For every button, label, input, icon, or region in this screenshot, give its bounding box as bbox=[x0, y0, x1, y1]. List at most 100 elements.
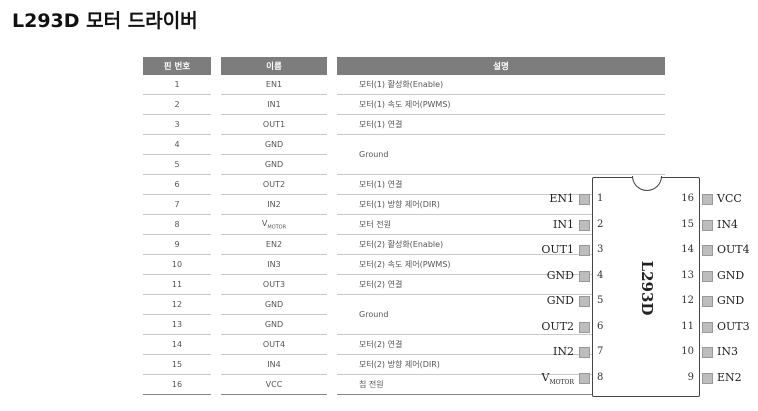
pin-description-cell: 모터(1) 방향 제어(DIR) bbox=[337, 195, 665, 215]
chip-pin-number: 16 bbox=[681, 193, 694, 204]
chip-pin-number: 2 bbox=[597, 218, 604, 230]
pin-description-cell: 모터(1) 속도 제어(PWMS) bbox=[337, 95, 665, 115]
pin-number-cell: 12 bbox=[143, 295, 211, 315]
cell-gap bbox=[211, 95, 221, 115]
pin-number-cell: 8 bbox=[143, 215, 211, 235]
chip-pin-right bbox=[702, 245, 713, 256]
chip-pin-name: EN2 bbox=[717, 370, 742, 384]
chip-pin-left bbox=[579, 347, 590, 358]
chip-pin-number: 12 bbox=[681, 295, 694, 306]
cell-gap bbox=[211, 175, 221, 195]
header-pin-number: 핀 번호 bbox=[143, 57, 211, 75]
pin-name-cell: OUT3 bbox=[221, 275, 327, 295]
chip-pin-left bbox=[579, 219, 590, 231]
table-row: 4 GND Ground bbox=[143, 135, 665, 175]
pin-description-cell: 모터(2) 속도 제어(PWMS) bbox=[337, 255, 665, 275]
chip-pin-name: IN4 bbox=[717, 217, 738, 231]
chip-pin-name-text: OUT1 bbox=[541, 243, 574, 256]
table-row: 2 IN1 모터(1) 속도 제어(PWMS) bbox=[143, 95, 665, 115]
chip-pin-number: 10 bbox=[681, 346, 694, 357]
chip-pin-name: IN2 bbox=[553, 345, 574, 358]
chip-pin-name: VMOTOR bbox=[542, 371, 574, 386]
table-row: 9 EN2 모터(2) 활성화(Enable) bbox=[143, 235, 665, 255]
chip-pin-number: 14 bbox=[681, 244, 694, 255]
cell-gap bbox=[211, 295, 221, 315]
chip-pin-name-text: IN1 bbox=[553, 217, 574, 231]
cell-gap bbox=[211, 375, 221, 395]
pin-number-cell: 9 bbox=[143, 235, 211, 255]
chip-pin-name-text: V bbox=[541, 370, 550, 384]
chip-pin-name-subscript: MOTOR bbox=[549, 378, 574, 386]
table-row: 10 IN3 모터(2) 속도 제어(PWMS) bbox=[143, 255, 665, 275]
chip-pin-number: 5 bbox=[597, 295, 604, 306]
chip-notch bbox=[632, 176, 662, 191]
chip-pin-right bbox=[702, 347, 713, 358]
cell-gap bbox=[327, 355, 337, 375]
chip-pin-number: 6 bbox=[597, 320, 604, 332]
chip-pin-number: 3 bbox=[597, 244, 604, 255]
cell-gap bbox=[327, 155, 337, 175]
chip-pin-name-text: GND bbox=[546, 294, 574, 307]
cell-gap bbox=[211, 75, 221, 95]
cell-gap bbox=[327, 255, 337, 275]
pin-name-cell: GND bbox=[221, 295, 327, 315]
header-description: 설명 bbox=[337, 57, 665, 75]
cell-gap bbox=[211, 315, 221, 335]
pin-name-cell: EN2 bbox=[221, 235, 327, 255]
cell-gap bbox=[211, 355, 221, 375]
ic-chip-body: L293D bbox=[592, 176, 700, 397]
cell-gap bbox=[211, 215, 221, 235]
pin-number-cell: 3 bbox=[143, 115, 211, 135]
table-header-row: 핀 번호 이름 설명 bbox=[143, 57, 665, 75]
pin-number-cell: 5 bbox=[143, 155, 211, 175]
header-gap bbox=[327, 57, 337, 75]
cell-gap bbox=[327, 235, 337, 255]
pin-number-cell: 2 bbox=[143, 95, 211, 115]
pin-number-cell: 11 bbox=[143, 275, 211, 295]
cell-gap bbox=[327, 315, 337, 335]
header-gap bbox=[211, 57, 221, 75]
chip-pin-name: OUT2 bbox=[541, 320, 574, 333]
page-title: L293D 모터 드라이버 bbox=[12, 10, 198, 32]
chip-pin-left bbox=[579, 245, 590, 256]
table-row: 12 GND Ground bbox=[143, 295, 665, 335]
pin-name-cell: GND bbox=[221, 155, 327, 175]
pin-description-cell: 모터(2) 활성화(Enable) bbox=[337, 235, 665, 255]
pin-name-cell: OUT1 bbox=[221, 115, 327, 135]
chip-pin-right bbox=[702, 219, 713, 231]
chip-pin-number: 8 bbox=[597, 371, 604, 383]
pin-name-cell: GND bbox=[221, 135, 327, 155]
chip-pin-left bbox=[579, 194, 590, 205]
pin-description-cell: Ground bbox=[337, 135, 665, 175]
chip-pin-number: 7 bbox=[597, 346, 604, 357]
cell-gap bbox=[211, 235, 221, 255]
pin-name-cell: IN4 bbox=[221, 355, 327, 375]
cell-gap bbox=[327, 115, 337, 135]
chip-pin-name: GND bbox=[547, 269, 574, 282]
pin-number-cell: 4 bbox=[143, 135, 211, 155]
chip-pin-name: GND bbox=[547, 294, 574, 307]
table-body: 1 EN1 모터(1) 활성화(Enable) 2 IN1 모터(1) 속도 제어(PWM… bbox=[143, 75, 665, 395]
pin-number-cell: 13 bbox=[143, 315, 211, 335]
cell-gap bbox=[211, 135, 221, 155]
pin-name-cell: EN1 bbox=[221, 75, 327, 95]
cell-gap bbox=[327, 135, 337, 155]
header-name: 이름 bbox=[221, 57, 327, 75]
chip-pin-right bbox=[702, 194, 713, 205]
chip-pin-number: 15 bbox=[681, 218, 694, 230]
pin-number-cell: 14 bbox=[143, 335, 211, 355]
pin-description-cell: 모터(2) 연결 bbox=[337, 335, 665, 355]
pin-name-cell: OUT2 bbox=[221, 175, 327, 195]
chip-pin-name-text: OUT2 bbox=[541, 319, 574, 333]
pin-description-cell: 칩 전원 bbox=[337, 375, 665, 395]
pin-name-text: V bbox=[261, 218, 268, 228]
pin-number-cell: 16 bbox=[143, 375, 211, 395]
table-row: 8 VMOTOR 모터 전원 bbox=[143, 215, 665, 235]
pin-name-cell: IN1 bbox=[221, 95, 327, 115]
table-row: 6 OUT2 모터(1) 연결 bbox=[143, 175, 665, 195]
table-row: 1 EN1 모터(1) 활성화(Enable) bbox=[143, 75, 665, 95]
chip-pin-right bbox=[702, 296, 713, 307]
cell-gap bbox=[327, 375, 337, 395]
pin-name-cell: IN2 bbox=[221, 195, 327, 215]
table-row: 11 OUT3 모터(2) 연결 bbox=[143, 275, 665, 295]
